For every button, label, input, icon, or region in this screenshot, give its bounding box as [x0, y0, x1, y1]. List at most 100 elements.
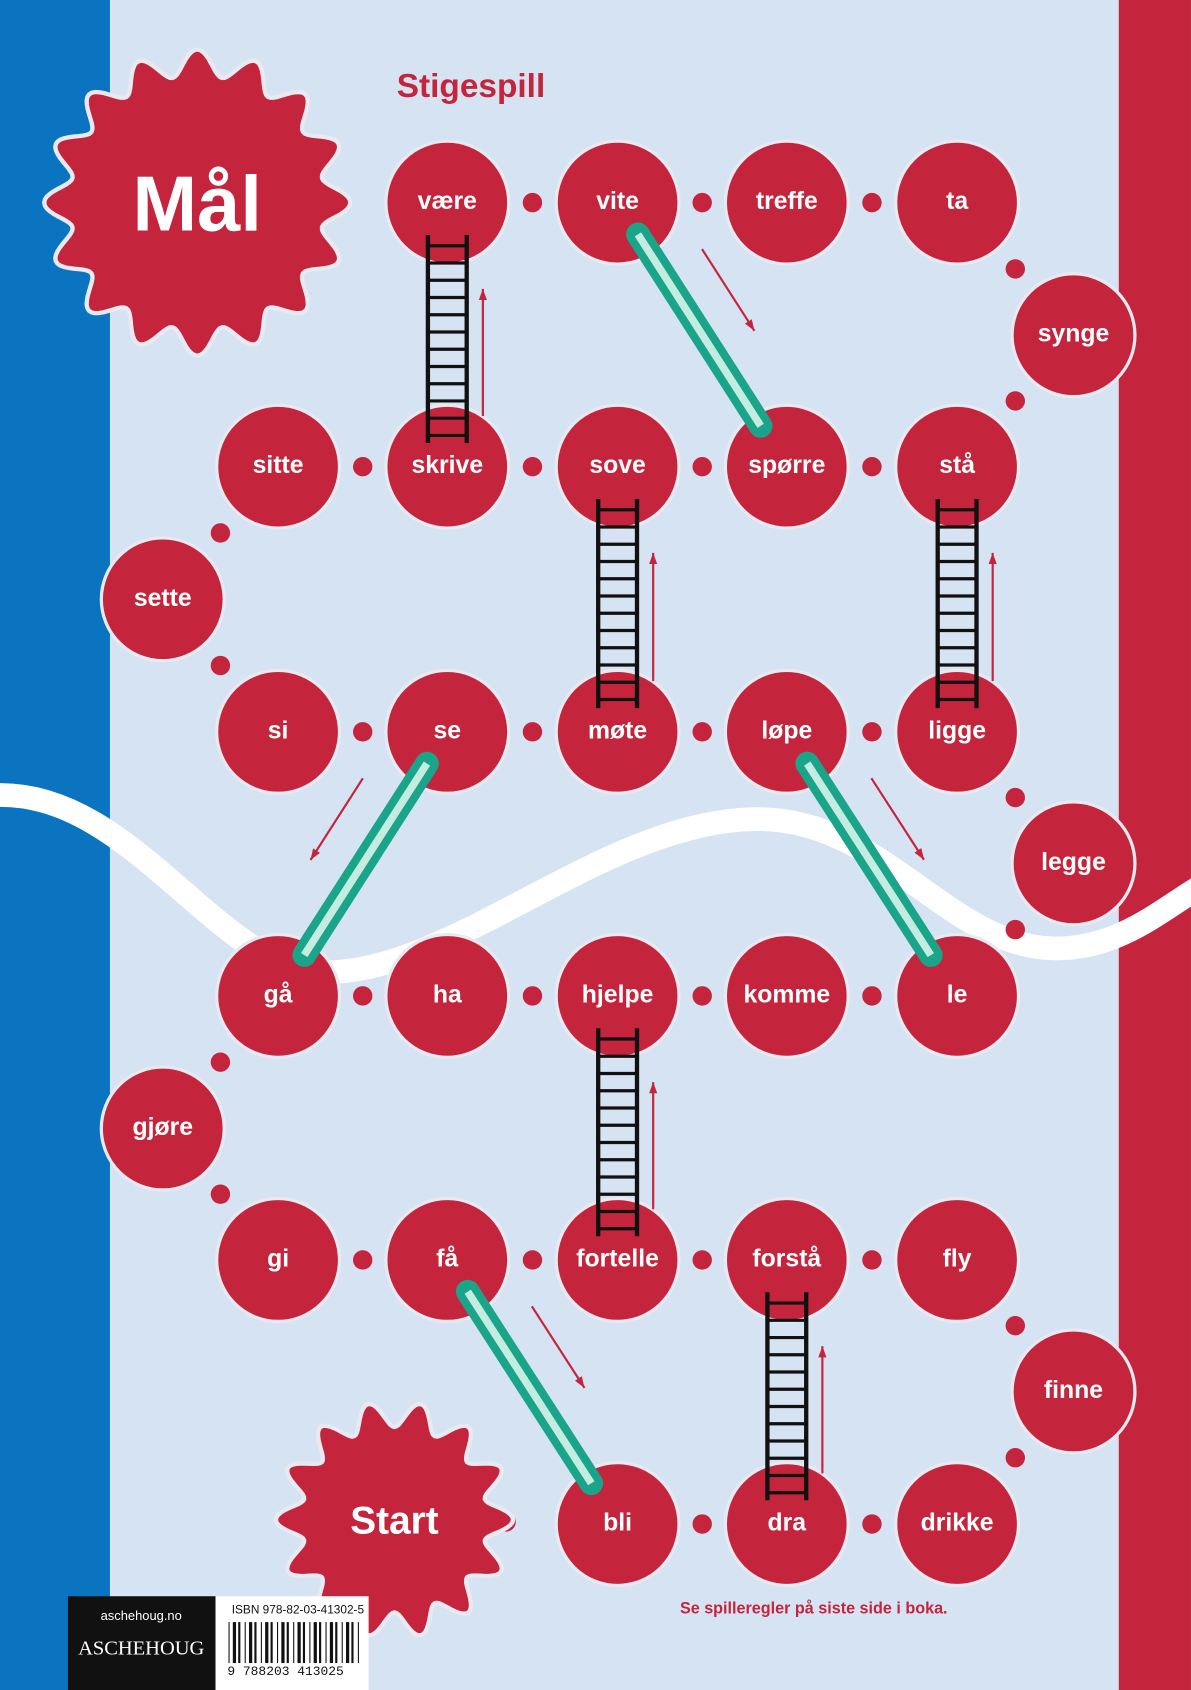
cell-label: være — [418, 188, 477, 215]
barcode-bar — [244, 1622, 246, 1664]
path-dot — [1005, 391, 1026, 411]
cell-label: fortelle — [576, 1246, 659, 1273]
isbn-box — [215, 1596, 369, 1690]
cell-label: gå — [264, 981, 293, 1008]
goal-star — [41, 47, 353, 358]
cell-label: gjøre — [132, 1114, 193, 1141]
cell — [554, 1196, 681, 1324]
cell — [723, 139, 850, 266]
cell — [894, 668, 1021, 795]
path-dot — [862, 1514, 882, 1534]
barcode-bar — [335, 1622, 338, 1664]
cell-label: sette — [134, 585, 192, 612]
cell — [99, 1065, 226, 1192]
title: Stigespill — [397, 68, 546, 105]
barcode-digits: 9 788203 413025 — [227, 1664, 343, 1679]
path-dot — [862, 1250, 882, 1270]
cell — [384, 403, 511, 530]
cell-label: ta — [946, 188, 968, 215]
cell — [215, 668, 342, 795]
cell-label: komme — [743, 981, 830, 1008]
slide-stripe — [634, 232, 764, 428]
cell-label: synge — [1038, 321, 1110, 348]
path-dot — [692, 1514, 712, 1534]
path-dot — [522, 192, 543, 213]
cell-label: sove — [589, 452, 645, 479]
barcode-bar — [232, 1622, 237, 1664]
path-dot — [862, 986, 882, 1006]
slide-stripe — [301, 761, 431, 958]
path-dot — [210, 1052, 231, 1072]
cell-label: se — [434, 717, 462, 744]
publisher-website: aschehoug.no — [101, 1608, 182, 1623]
cell-label: dra — [768, 1510, 807, 1537]
barcode-bar — [302, 1622, 306, 1664]
cell-label: vite — [596, 188, 639, 215]
barcode-bar — [357, 1622, 359, 1664]
cell-label: drikke — [921, 1510, 994, 1537]
cell — [894, 1196, 1021, 1324]
publisher-logo: ASCHEHOUG — [78, 1637, 204, 1659]
cell-label: sitte — [253, 452, 304, 479]
cell-label: spørre — [748, 452, 825, 479]
barcode-bar — [248, 1622, 253, 1664]
rules-note: Se spilleregler på siste side i boka. — [680, 1599, 948, 1617]
cell-label: finne — [1044, 1377, 1103, 1404]
barcode-bar — [254, 1622, 257, 1664]
isbn: ISBN 978-82-03-41302-5 — [232, 1602, 365, 1616]
barcode-bar — [260, 1622, 262, 1664]
path-dot — [1005, 1448, 1026, 1468]
cell — [1010, 1328, 1137, 1455]
cell-label: forstå — [752, 1246, 821, 1273]
cell-label: møte — [588, 717, 647, 744]
path-dot — [862, 192, 882, 213]
path-dot — [1005, 919, 1026, 940]
arrow-head — [818, 1346, 827, 1358]
path-dot — [522, 1250, 543, 1270]
cell-label: si — [268, 717, 289, 744]
cell-label: få — [436, 1246, 458, 1273]
barcode-bar — [329, 1622, 334, 1664]
slide-stripe — [804, 761, 934, 958]
path-dot — [522, 456, 543, 477]
path-dot — [692, 986, 712, 1006]
arrow — [530, 1305, 586, 1389]
cell — [384, 932, 511, 1059]
path-dot — [1005, 1316, 1026, 1336]
barcode-bar — [297, 1622, 301, 1664]
path-dot — [352, 986, 373, 1006]
path-dot — [210, 1184, 231, 1204]
arrow — [309, 777, 364, 861]
barcode-bar — [293, 1622, 295, 1664]
barcode-bar — [351, 1622, 354, 1664]
barcode-bar — [238, 1622, 241, 1664]
cell — [215, 403, 342, 530]
cell — [215, 1196, 342, 1324]
path-dot — [862, 722, 882, 742]
cell-label: skrive — [411, 452, 483, 479]
cell-label: ha — [433, 981, 462, 1008]
arrow-head — [914, 848, 924, 860]
barcode-bar — [345, 1622, 350, 1664]
path-dot — [692, 192, 712, 213]
path-dot — [862, 456, 882, 477]
cell-label: ligge — [928, 717, 986, 744]
cell-label: treffe — [756, 188, 818, 215]
arrow-head — [574, 1376, 585, 1388]
path-dot — [210, 655, 231, 676]
path-dot — [692, 722, 712, 742]
arrow — [701, 248, 756, 332]
cell-label: gi — [267, 1246, 289, 1273]
arrow-head — [310, 848, 320, 861]
barcode-bar — [281, 1622, 285, 1664]
arrow-head — [649, 1082, 658, 1094]
goal-label: Mål — [133, 162, 262, 248]
arrow-head — [478, 288, 487, 300]
cell — [99, 536, 226, 663]
cell-label: stå — [939, 452, 975, 479]
cell-label: legge — [1041, 849, 1106, 876]
barcode-bar — [325, 1622, 327, 1664]
barcode-bar — [341, 1622, 343, 1664]
arrow-head — [649, 552, 658, 565]
